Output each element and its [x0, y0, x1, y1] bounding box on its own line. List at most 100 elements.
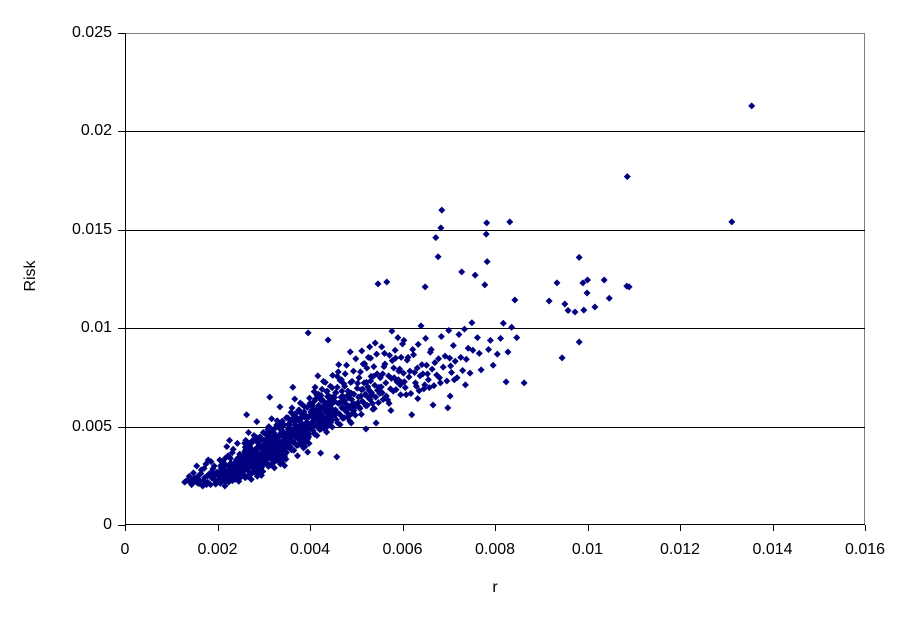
data-point	[376, 390, 384, 398]
data-point	[216, 473, 224, 481]
y-tick-label: 0.025	[71, 24, 112, 41]
data-point	[220, 460, 228, 468]
data-point	[386, 385, 394, 393]
data-point	[461, 381, 469, 389]
data-point	[571, 308, 579, 316]
data-point	[253, 434, 261, 442]
y-tick-label: 0.02	[80, 122, 112, 140]
data-point	[352, 355, 360, 363]
data-point	[291, 395, 299, 403]
data-point	[379, 370, 387, 378]
data-point	[341, 382, 349, 390]
data-point	[257, 444, 265, 452]
data-point	[228, 449, 236, 457]
data-point	[362, 402, 370, 410]
data-point	[310, 388, 318, 396]
data-point	[317, 392, 325, 400]
data-point	[414, 395, 422, 403]
data-point	[278, 423, 286, 431]
data-point	[200, 464, 208, 472]
data-point	[362, 425, 370, 433]
data-point	[473, 334, 481, 342]
data-point	[250, 448, 258, 456]
data-point	[506, 218, 514, 226]
data-point	[318, 412, 326, 420]
data-point	[242, 454, 250, 462]
data-point	[363, 364, 371, 372]
data-point	[383, 278, 391, 286]
data-point	[446, 354, 454, 362]
data-point	[462, 355, 470, 363]
data-point	[310, 422, 318, 430]
data-point	[246, 443, 254, 451]
data-point	[388, 327, 396, 335]
data-point	[372, 419, 380, 427]
data-point	[353, 400, 361, 408]
data-point	[424, 376, 432, 384]
data-point	[297, 409, 305, 417]
data-point	[502, 378, 510, 386]
data-point	[329, 371, 337, 379]
data-point	[301, 422, 309, 430]
data-point	[553, 279, 561, 287]
data-point	[356, 368, 364, 376]
data-point	[237, 465, 245, 473]
data-point	[469, 346, 477, 354]
data-point	[348, 377, 356, 385]
data-point	[421, 283, 429, 291]
data-point	[345, 394, 353, 402]
data-point	[289, 410, 297, 418]
data-point	[443, 377, 451, 385]
data-point	[241, 439, 249, 447]
data-point	[437, 332, 445, 340]
data-point	[377, 383, 385, 391]
data-point	[334, 368, 342, 376]
data-point	[437, 224, 445, 232]
data-point	[415, 387, 423, 395]
data-point	[218, 467, 226, 475]
data-point	[357, 410, 365, 418]
data-point	[391, 346, 399, 354]
x-tick-label: 0.012	[659, 541, 701, 558]
data-point	[277, 451, 285, 459]
data-point	[401, 384, 409, 392]
data-point	[433, 371, 441, 379]
data-point	[321, 378, 329, 386]
data-point	[489, 361, 497, 369]
data-point	[449, 342, 457, 350]
data-point	[329, 393, 337, 401]
data-point	[475, 349, 483, 357]
data-point	[232, 464, 240, 472]
data-point	[397, 391, 405, 399]
data-point	[294, 434, 302, 442]
data-point	[520, 379, 528, 387]
data-point	[346, 348, 354, 356]
data-point	[421, 381, 429, 389]
data-point	[583, 289, 591, 297]
data-point	[625, 283, 633, 291]
data-point	[499, 319, 507, 327]
data-point	[225, 466, 233, 474]
data-point	[374, 280, 382, 288]
data-point	[365, 394, 373, 402]
data-point	[331, 389, 339, 397]
data-point	[408, 411, 416, 419]
data-point	[216, 456, 224, 464]
x-tick-label: 0.016	[844, 541, 886, 558]
data-point	[444, 404, 452, 412]
data-point	[427, 345, 435, 353]
data-point	[436, 379, 444, 387]
data-point	[333, 453, 341, 461]
data-point	[392, 386, 400, 394]
data-point	[243, 411, 251, 419]
data-point	[370, 363, 378, 371]
data-point	[446, 392, 454, 400]
data-point	[305, 430, 313, 438]
data-point	[431, 359, 439, 367]
data-point	[282, 449, 290, 457]
x-tick-label: 0.006	[382, 541, 423, 558]
data-point	[276, 403, 284, 411]
data-point	[373, 350, 381, 358]
data-point	[435, 355, 443, 363]
